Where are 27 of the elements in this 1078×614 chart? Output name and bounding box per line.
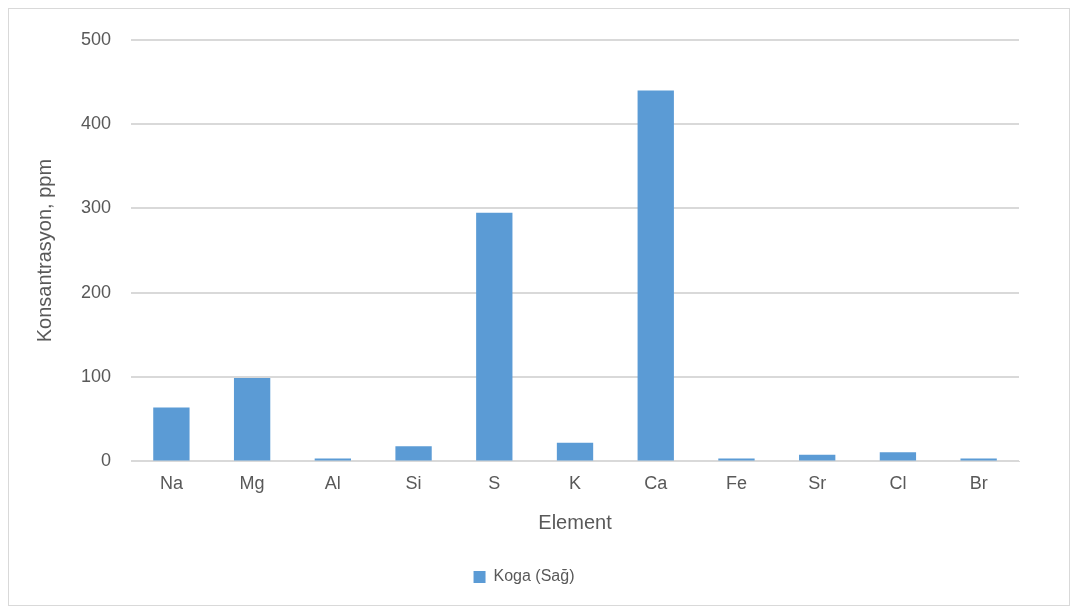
x-tick-label: K	[569, 473, 582, 494]
bar	[153, 407, 190, 461]
x-tick-label: Cl	[889, 473, 907, 494]
bar	[476, 212, 513, 461]
x-axis-title: Element	[538, 510, 613, 533]
x-tick-label: Br	[969, 473, 988, 494]
y-tick-label: 100	[80, 366, 112, 387]
bar	[879, 452, 917, 461]
legend-label: Koga (Sağ)	[493, 567, 575, 585]
x-tick-label: Mg	[239, 473, 265, 494]
y-tick-label: 300	[80, 197, 112, 218]
x-tick-label: Si	[405, 473, 422, 494]
y-tick-label: 400	[80, 113, 112, 134]
x-tick-label: Na	[159, 473, 184, 494]
bar	[395, 446, 432, 461]
bar	[637, 90, 674, 461]
y-tick-label: 200	[80, 281, 112, 302]
x-tick-label: Fe	[725, 473, 747, 494]
y-tick-label: 500	[80, 28, 112, 49]
x-tick-label: Sr	[808, 473, 827, 494]
bar	[556, 442, 594, 461]
x-tick-label: S	[488, 473, 501, 494]
x-tick-label: Al	[324, 473, 341, 494]
y-tick-label: 0	[101, 450, 112, 471]
bar	[233, 377, 271, 461]
y-axis-title: Konsantrasyon, ppm	[32, 158, 55, 343]
x-tick-label: Ca	[644, 473, 669, 494]
